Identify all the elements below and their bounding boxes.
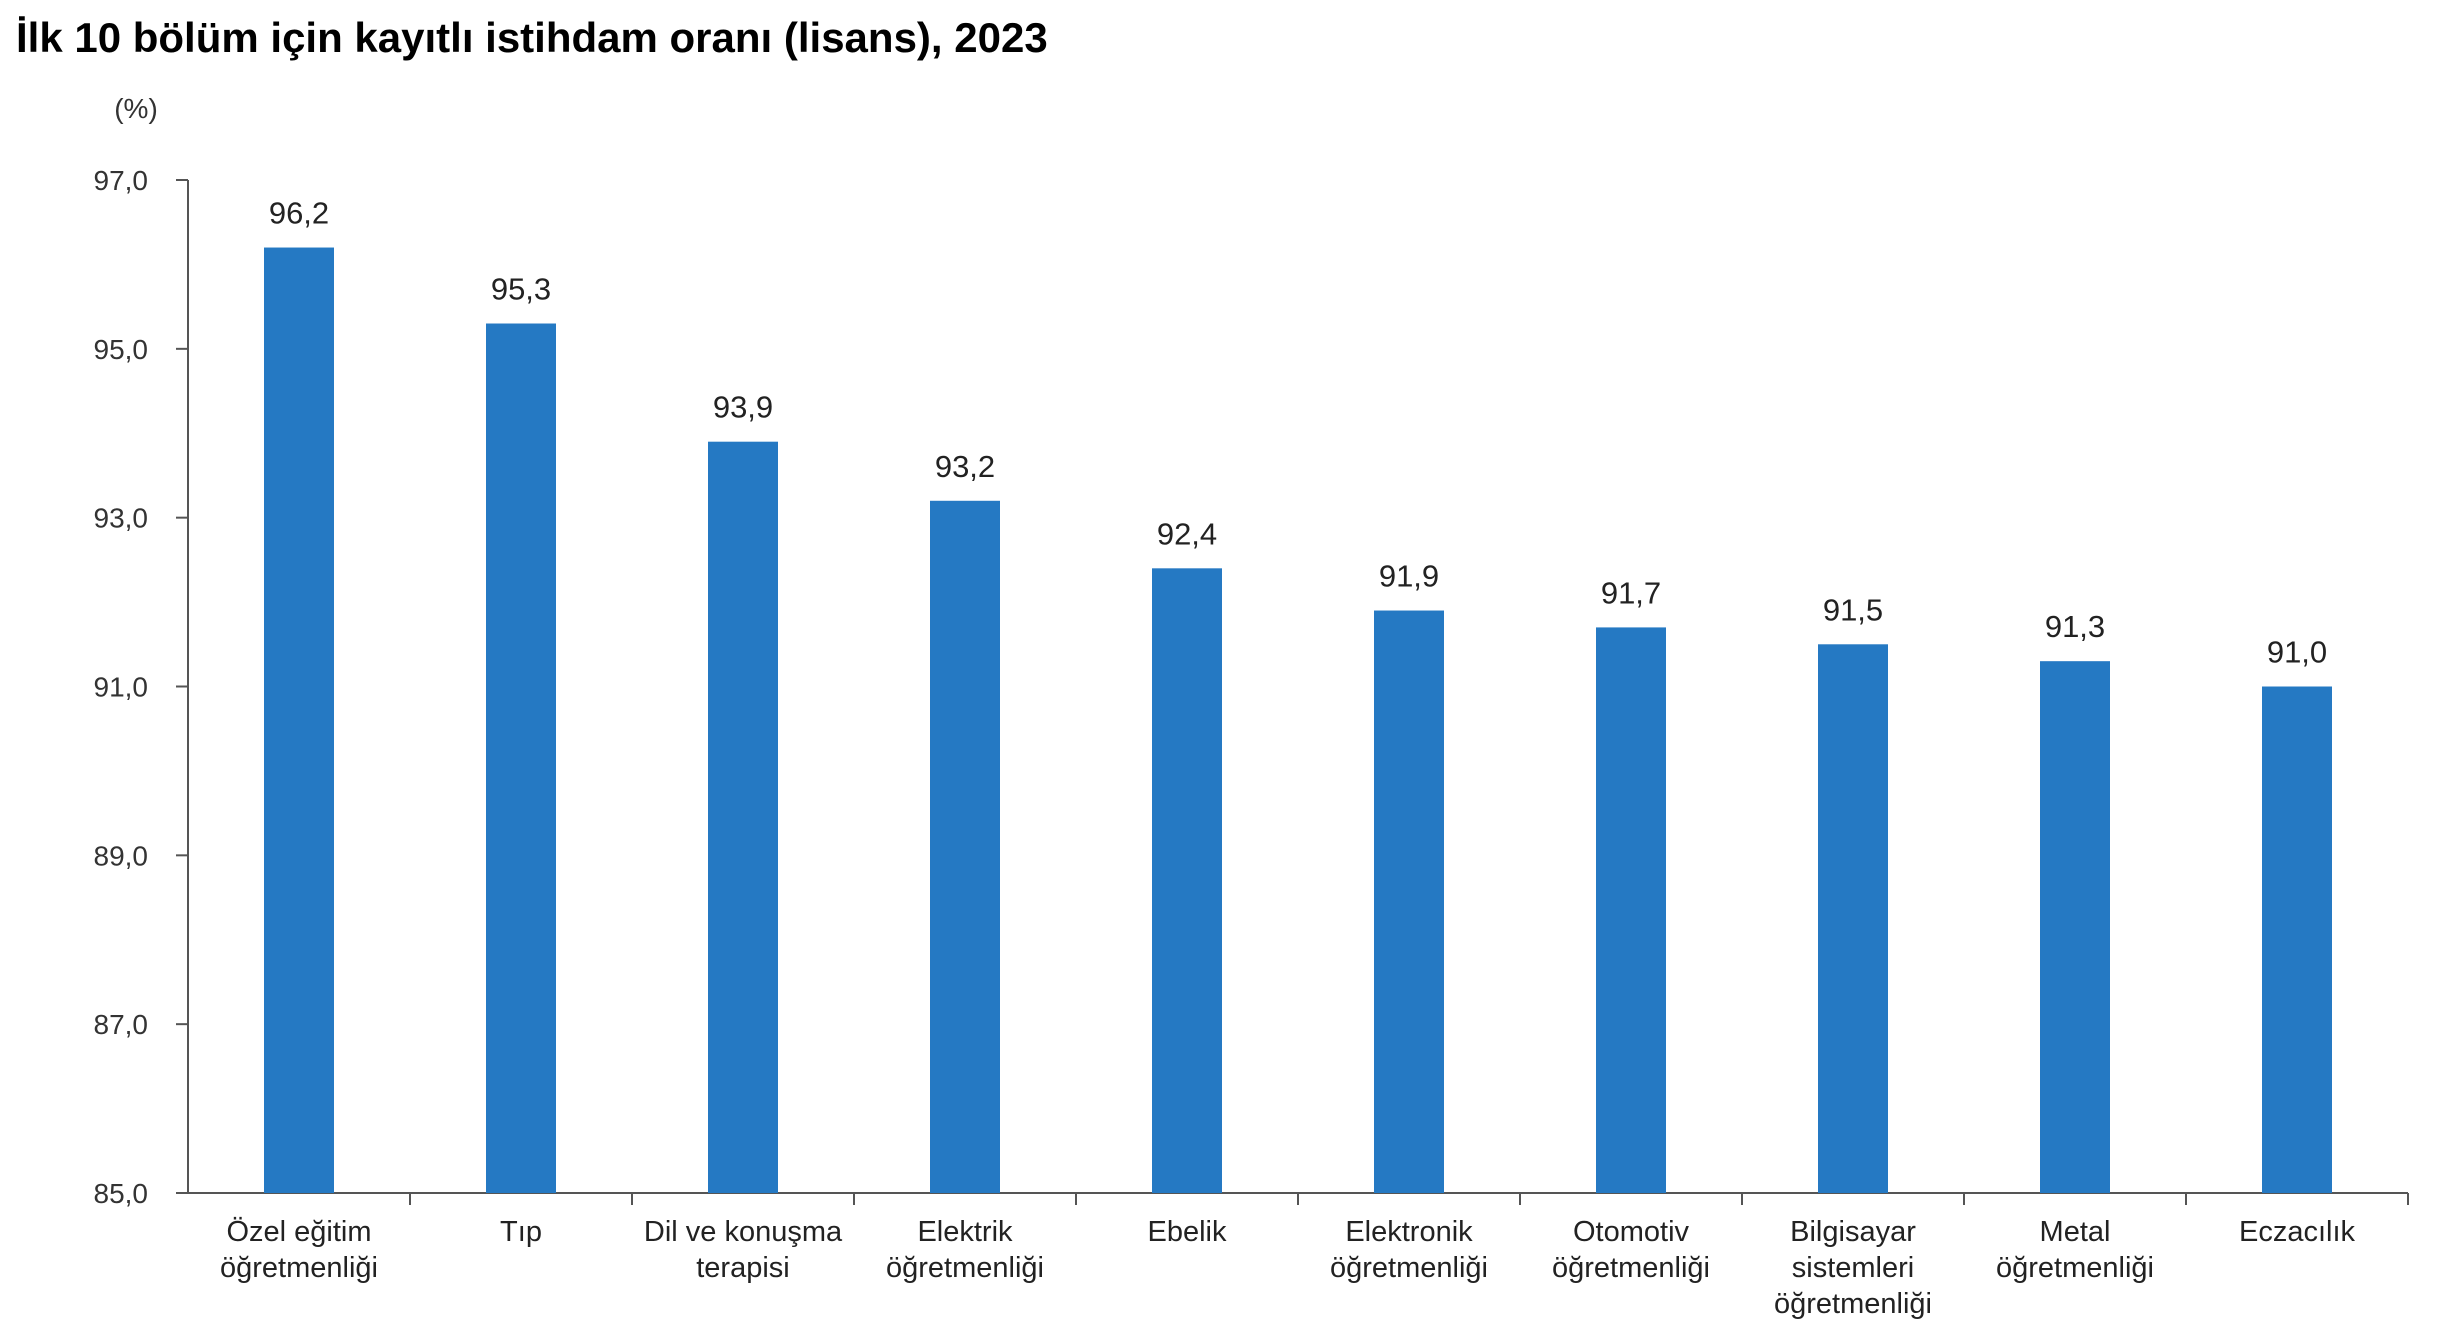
bar (1596, 627, 1666, 1193)
bar (708, 441, 778, 1194)
x-category-label: Elektronik (1345, 1216, 1473, 1248)
chart-title: İlk 10 bölüm için kayıtlı istihdam oranı… (16, 14, 1048, 61)
x-category-label: öğretmenliği (220, 1252, 378, 1284)
bar (1152, 568, 1222, 1193)
x-category-label: Ebelik (1148, 1216, 1227, 1248)
y-tick-label: 93,0 (94, 503, 149, 534)
bar-value-label: 96,2 (269, 196, 329, 231)
axes (176, 179, 2409, 1205)
y-tick-label: 89,0 (94, 840, 149, 871)
x-category-label: öğretmenliği (1996, 1252, 2154, 1284)
bar (2040, 661, 2110, 1193)
y-axis-unit-label: (%) (114, 93, 158, 124)
bar (2262, 686, 2332, 1193)
bar (1374, 610, 1444, 1193)
x-category-label: öğretmenliği (1552, 1252, 1710, 1284)
labels: (%) 85,0 87,0 89,0 91,0 93,0 95,0 97,0 96,2 Özel … (94, 93, 2356, 1320)
y-tick-label: 97,0 (94, 165, 149, 196)
bar-value-label: 91,7 (1601, 575, 1661, 610)
y-tick-label: 91,0 (94, 672, 149, 703)
y-tick-label: 87,0 (94, 1009, 149, 1040)
x-category-label: Metal (2040, 1216, 2111, 1248)
bar (264, 247, 334, 1194)
x-category-label: terapisi (696, 1252, 790, 1284)
bar-value-label: 95,3 (491, 272, 551, 307)
x-category-label: Elektrik (917, 1216, 1013, 1248)
bar-value-label: 92,4 (1157, 516, 1217, 551)
y-tick-label: 95,0 (94, 334, 149, 365)
x-category-label: öğretmenliği (886, 1252, 1044, 1284)
bar-value-label: 93,2 (935, 449, 995, 484)
bar-value-label: 91,0 (2267, 635, 2327, 670)
bar (1818, 644, 1888, 1193)
x-category-label: Dil ve konuşma (644, 1216, 843, 1248)
bar-value-label: 91,5 (1823, 592, 1883, 627)
bar-value-label: 91,9 (1379, 559, 1439, 594)
x-category-label: öğretmenliği (1774, 1288, 1932, 1320)
x-category-label: Bilgisayar (1790, 1216, 1916, 1248)
bar-value-label: 93,9 (713, 390, 773, 425)
x-category-label: Özel eğitim (226, 1216, 371, 1248)
bar (486, 323, 556, 1194)
y-tick-label: 85,0 (94, 1178, 149, 1209)
bars (264, 247, 2332, 1194)
x-category-label: Eczacılık (2239, 1216, 2356, 1248)
x-category-label: Tıp (500, 1216, 542, 1248)
x-category-label: sistemleri (1792, 1252, 1914, 1284)
bar (930, 500, 1000, 1193)
x-category-label: Otomotiv (1573, 1216, 1690, 1248)
x-category-label: öğretmenliği (1330, 1252, 1488, 1284)
bar-value-label: 91,3 (2045, 609, 2105, 644)
